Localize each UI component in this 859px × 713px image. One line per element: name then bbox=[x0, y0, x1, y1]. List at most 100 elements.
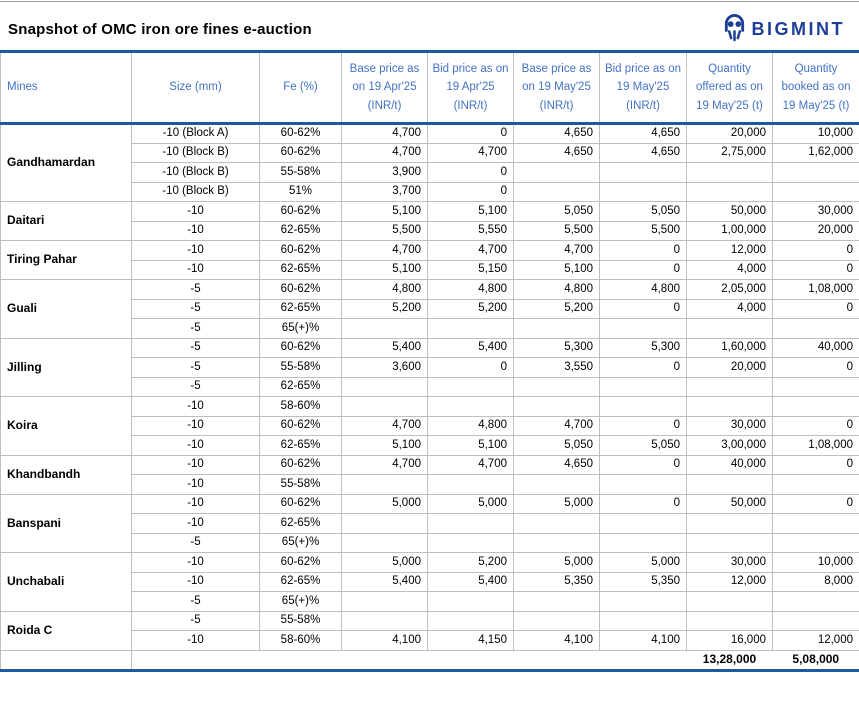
bid-apr-cell: 5,000 bbox=[427, 493, 514, 514]
column-header: Base price as on 19 Apr'25 (INR/t) bbox=[341, 51, 428, 124]
column-header: Bid price as on 19 Apr'25 (INR/t) bbox=[427, 51, 514, 124]
table-body: Gandhamardan -10 (Block A) 60-62% 4,700 0 4,6… bbox=[0, 123, 859, 651]
bid-may-cell: 4,650 bbox=[599, 142, 687, 163]
mine-name-cell: Tiring Pahar bbox=[0, 240, 132, 280]
base-may-cell bbox=[513, 532, 600, 553]
qty-booked-cell: 12,000 bbox=[772, 630, 859, 651]
base-apr-cell: 5,400 bbox=[341, 337, 428, 358]
table-row: -5 62-65% bbox=[1, 376, 859, 397]
qty-offered-cell: 1,00,000 bbox=[686, 220, 773, 241]
fe-cell: 58-60% bbox=[259, 396, 342, 417]
qty-booked-cell: 0 bbox=[772, 240, 859, 261]
column-header: Bid price as on 19 May'25 (INR/t) bbox=[599, 51, 687, 124]
qty-booked-cell: 0 bbox=[772, 493, 859, 514]
base-may-cell: 5,500 bbox=[513, 220, 600, 241]
base-apr-cell: 5,400 bbox=[341, 571, 428, 592]
bid-apr-cell: 5,550 bbox=[427, 220, 514, 241]
base-may-cell: 5,350 bbox=[513, 571, 600, 592]
fe-cell: 60-62% bbox=[259, 493, 342, 514]
qty-booked-cell: 0 bbox=[772, 357, 859, 378]
table-row: -10 (Block B) 55-58% 3,900 0 bbox=[1, 162, 859, 183]
size-cell: -10 (Block A) bbox=[131, 123, 260, 144]
size-cell: -5 bbox=[131, 279, 260, 300]
size-cell: -5 bbox=[131, 337, 260, 358]
fe-cell: 60-62% bbox=[259, 337, 342, 358]
base-may-cell: 4,800 bbox=[513, 279, 600, 300]
size-cell: -5 bbox=[131, 610, 260, 631]
fe-cell: 58-60% bbox=[259, 630, 342, 651]
table-row: Khandbandh -10 60-62% 4,700 4,700 4,650 0 40,00… bbox=[0, 454, 859, 495]
total-spacer-cell bbox=[131, 650, 687, 672]
bid-apr-cell: 5,200 bbox=[427, 552, 514, 573]
column-header: Quantity offered as on 19 May'25 (t) bbox=[686, 51, 773, 124]
size-cell: -10 (Block B) bbox=[131, 181, 260, 202]
qty-offered-cell bbox=[686, 532, 773, 553]
mine-name-cell: Roida C bbox=[0, 610, 132, 651]
size-cell: -10 (Block B) bbox=[131, 162, 260, 183]
qty-booked-cell: 0 bbox=[772, 298, 859, 319]
qty-booked-cell: 8,000 bbox=[772, 571, 859, 592]
fe-cell: 65(+)% bbox=[259, 591, 342, 612]
size-cell: -5 bbox=[131, 298, 260, 319]
base-apr-cell bbox=[341, 591, 428, 612]
bid-may-cell: 0 bbox=[599, 259, 687, 280]
qty-offered-cell bbox=[686, 376, 773, 397]
bid-may-cell: 5,500 bbox=[599, 220, 687, 241]
qty-offered-cell: 2,05,000 bbox=[686, 279, 773, 300]
base-may-cell: 4,650 bbox=[513, 142, 600, 163]
auction-table: Mines Size (mm) Fe (%) Base price as on 19 … bbox=[0, 50, 859, 672]
bid-apr-cell bbox=[427, 532, 514, 553]
fe-cell: 55-58% bbox=[259, 357, 342, 378]
bigmint-owl-icon bbox=[722, 13, 747, 47]
bid-may-cell bbox=[599, 318, 687, 339]
report-header: Snapshot of OMC iron ore fines e-auction… bbox=[0, 0, 859, 50]
mine-name-cell: Guali bbox=[0, 279, 132, 339]
base-may-cell: 4,650 bbox=[513, 454, 600, 475]
base-apr-cell bbox=[341, 610, 428, 631]
base-may-cell: 5,000 bbox=[513, 552, 600, 573]
qty-booked-cell bbox=[772, 318, 859, 339]
table-row: -10 62-65% bbox=[1, 513, 859, 534]
base-apr-cell: 3,700 bbox=[341, 181, 428, 202]
total-mine-cell bbox=[0, 650, 132, 672]
base-apr-cell: 4,800 bbox=[341, 279, 428, 300]
size-cell: -5 bbox=[131, 532, 260, 553]
qty-offered-cell: 2,75,000 bbox=[686, 142, 773, 163]
fe-cell: 62-65% bbox=[259, 220, 342, 241]
base-may-cell: 5,200 bbox=[513, 298, 600, 319]
base-apr-cell bbox=[341, 474, 428, 495]
bid-may-cell bbox=[599, 513, 687, 534]
table-row: Jilling -5 60-62% 5,400 5,400 5,300 5,300 1,60,… bbox=[0, 337, 859, 397]
base-may-cell: 4,700 bbox=[513, 415, 600, 436]
bid-may-cell bbox=[599, 162, 687, 183]
qty-booked-cell: 1,08,000 bbox=[772, 435, 859, 456]
fe-cell: 60-62% bbox=[259, 123, 342, 144]
base-may-cell: 4,650 bbox=[513, 123, 600, 144]
base-may-cell: 5,000 bbox=[513, 493, 600, 514]
bid-may-cell: 5,350 bbox=[599, 571, 687, 592]
bid-may-cell: 4,100 bbox=[599, 630, 687, 651]
qty-booked-cell: 0 bbox=[772, 415, 859, 436]
base-apr-cell: 4,700 bbox=[341, 142, 428, 163]
size-cell: -10 (Block B) bbox=[131, 142, 260, 163]
mine-name-cell: Unchabali bbox=[0, 552, 132, 612]
qty-offered-cell: 4,000 bbox=[686, 259, 773, 280]
qty-booked-cell: 10,000 bbox=[772, 552, 859, 573]
table-row: Roida C -5 55-58% bbox=[0, 610, 859, 651]
table-row: -10 62-65% 5,100 5,100 5,050 5,050 3,00,000 1,0… bbox=[1, 435, 859, 456]
size-cell: -10 bbox=[131, 571, 260, 592]
base-apr-cell: 5,500 bbox=[341, 220, 428, 241]
base-may-cell: 3,550 bbox=[513, 357, 600, 378]
table-row: Gandhamardan -10 (Block A) 60-62% 4,700 0 4,6… bbox=[0, 123, 859, 202]
total-offered-cell: 13,28,000 bbox=[686, 650, 773, 672]
header-row: Mines Size (mm) Fe (%) Base price as on 19 … bbox=[0, 51, 859, 124]
qty-offered-cell bbox=[686, 162, 773, 183]
base-may-cell bbox=[513, 610, 600, 631]
bid-may-cell: 0 bbox=[599, 298, 687, 319]
mine-name-cell: Jilling bbox=[0, 337, 132, 397]
table-row: -10 55-58% bbox=[1, 474, 859, 495]
bid-may-cell: 0 bbox=[599, 240, 687, 261]
brand-name: BIGMINT bbox=[751, 19, 845, 39]
bid-apr-cell: 5,400 bbox=[427, 337, 514, 358]
table-row: Unchabali -10 60-62% 5,000 5,200 5,000 5,000 30… bbox=[0, 552, 859, 612]
